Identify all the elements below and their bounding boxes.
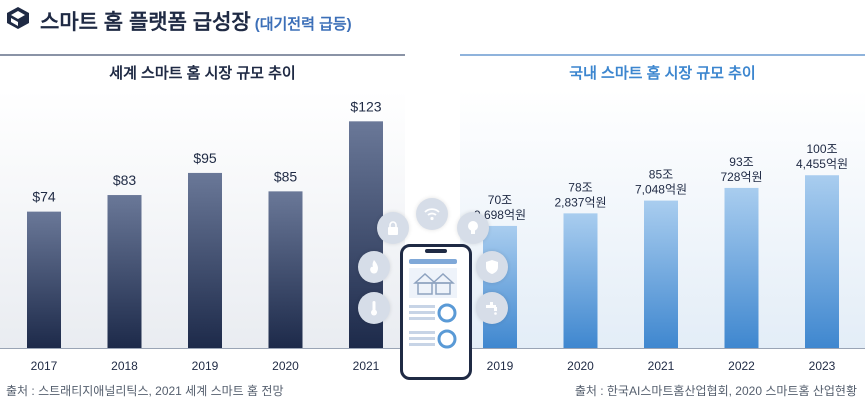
x-tick-label: 2019 (192, 359, 219, 373)
x-tick-label: 2021 (648, 359, 675, 373)
x-tick-label: 2023 (809, 359, 836, 373)
x-tick-label: 2018 (111, 359, 138, 373)
domestic-chart-baseline (460, 348, 865, 349)
bar-2021 (644, 200, 678, 348)
global-chart-baseline (0, 348, 405, 349)
data-label-billion: 4,455억원 (796, 157, 848, 171)
bar-2018 (107, 195, 142, 348)
x-tick-label: 2017 (31, 359, 58, 373)
x-tick-label: 2022 (728, 359, 755, 373)
bar-2022 (724, 187, 759, 348)
data-label-billion: 7,048억원 (635, 183, 687, 197)
domestic-chart-title: 국내 스마트 홈 시장 규모 추이 (460, 54, 865, 90)
data-label: $74 (32, 189, 56, 205)
data-label-billion: 2,837억원 (554, 195, 606, 209)
phone-notch (425, 249, 447, 253)
bar-2023 (805, 175, 839, 348)
data-label-trillion: 70조 (488, 193, 512, 207)
data-label-trillion: 93조 (729, 155, 753, 169)
page-title-main: 스마트 홈 플랫폼 급성장 (40, 11, 251, 34)
wifi-icon (416, 198, 448, 230)
data-label-trillion: 85조 (649, 168, 673, 182)
domestic-chart-source: 출처 : 한국AI스마트홈산업협회, 2020 스마트홈 산업현황 (574, 384, 857, 398)
faucet-icon (476, 292, 508, 324)
global-chart: 2017 $74 2018 $83 2019 $95 2020 $85 2021 $123 (27, 98, 383, 373)
flame-icon (358, 251, 390, 283)
bar-2017 (27, 211, 61, 348)
data-label: $123 (350, 98, 381, 114)
data-label-billion: 728억원 (720, 170, 762, 184)
phone-screen (409, 259, 457, 349)
house-icon (413, 272, 455, 295)
thermometer-icon (358, 292, 390, 324)
data-label-trillion: 100조 (806, 142, 837, 156)
logo-icon (7, 7, 29, 29)
x-tick-label: 2019 (487, 359, 514, 373)
bar-2020 (563, 213, 598, 348)
data-label: $95 (193, 150, 217, 166)
global-chart-title: 세계 스마트 홈 시장 규모 추이 (0, 54, 405, 90)
bar-2020 (268, 191, 303, 348)
x-tick-label: 2020 (567, 359, 594, 373)
bar-2019 (483, 225, 517, 348)
x-tick-label: 2021 (353, 359, 380, 373)
data-label-billion: 9,698억원 (474, 208, 526, 222)
lightbulb-icon (457, 212, 489, 244)
page-title: 스마트 홈 플랫폼 급성장 (대기전력 급등) (40, 6, 352, 36)
data-label-trillion: 78조 (568, 180, 592, 194)
page-title-subtitle: (대기전력 급등) (254, 16, 352, 33)
data-label: $85 (274, 168, 298, 184)
global-chart-source: 출처 : 스트래티지애널리틱스, 2021 세계 스마트 홈 전망 (6, 384, 284, 398)
lock-icon (377, 212, 409, 244)
x-tick-label: 2020 (272, 359, 299, 373)
data-label: $83 (113, 172, 137, 188)
smartphone-icon (400, 244, 472, 380)
bar-2019 (188, 172, 222, 348)
shield-icon (476, 251, 508, 283)
